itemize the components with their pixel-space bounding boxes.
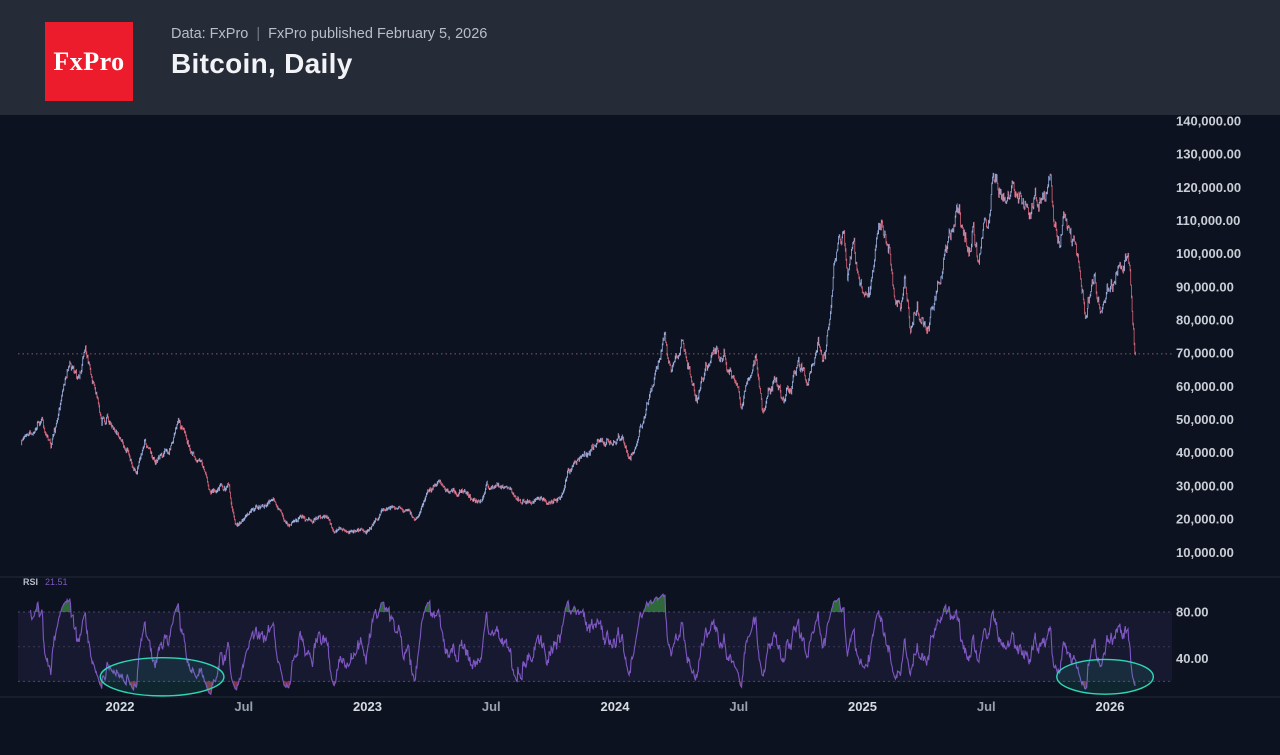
data-source-text: Data: FxPro xyxy=(171,26,249,42)
price-axis[interactable]: 140,000.00 130,000.00 120,000.00 110,000.00… xyxy=(1176,115,1241,560)
rsi-axis[interactable]: 80.00 40.00 xyxy=(1176,605,1209,666)
price-axis-label: 120,000.00 xyxy=(1176,180,1241,195)
time-axis-label: 2022 xyxy=(106,699,135,714)
price-axis-label: 30,000.00 xyxy=(1176,478,1234,493)
separator-bar: | xyxy=(256,26,261,42)
price-axis-label: 100,000.00 xyxy=(1176,246,1241,261)
time-axis-label: Jul xyxy=(234,699,253,714)
price-pane xyxy=(18,172,1172,535)
header: FxPro Data: FxPro | FxPro published Februa… xyxy=(0,0,1280,115)
time-axis-label: Jul xyxy=(729,699,748,714)
candles-down xyxy=(22,173,1136,535)
rsi-axis-label: 40.00 xyxy=(1176,651,1209,666)
oversold-ellipse-1 xyxy=(99,657,225,697)
price-axis-label: 40,000.00 xyxy=(1176,445,1234,460)
rsi-indicator-label: RSI xyxy=(23,577,38,587)
header-text-block: Data: FxPro | FxPro published February 5, … xyxy=(171,26,487,80)
price-axis-label: 140,000.00 xyxy=(1176,115,1241,129)
fxpro-logo-text: FxPro xyxy=(53,46,125,76)
candles-up xyxy=(21,172,1129,535)
rsi-pane xyxy=(18,593,1172,696)
rsi-indicator-value: 21.51 xyxy=(45,577,68,587)
price-axis-label: 50,000.00 xyxy=(1176,412,1234,427)
time-axis[interactable]: 2022 Jul 2023 Jul 2024 Jul 2025 Jul 2026 xyxy=(106,699,1125,714)
price-axis-label: 20,000.00 xyxy=(1176,512,1234,527)
price-axis-label: 10,000.00 xyxy=(1176,545,1234,560)
chart-source-line: Data: FxPro | FxPro published February 5, … xyxy=(171,26,487,42)
rsi-line xyxy=(29,593,1136,696)
time-axis-label: 2025 xyxy=(848,699,877,714)
price-axis-label: 130,000.00 xyxy=(1176,147,1241,162)
price-axis-label: 80,000.00 xyxy=(1176,313,1234,328)
rsi-axis-label: 80.00 xyxy=(1176,605,1209,620)
price-axis-label: 70,000.00 xyxy=(1176,346,1234,361)
price-axis-label: 110,000.00 xyxy=(1176,213,1240,228)
chart-title: Bitcoin, Daily xyxy=(171,48,353,79)
price-axis-label: 90,000.00 xyxy=(1176,279,1234,294)
price-axis-label: 60,000.00 xyxy=(1176,379,1234,394)
chart-area[interactable]: RSI 21.51 140,000.00 130,000.00 120,000.00 11… xyxy=(0,115,1280,755)
published-text: FxPro published February 5, 2026 xyxy=(268,26,488,42)
time-axis-label: Jul xyxy=(977,699,996,714)
time-axis-label: 2023 xyxy=(353,699,382,714)
chart-canvas[interactable]: RSI 21.51 140,000.00 130,000.00 120,000.00 11… xyxy=(0,115,1280,755)
time-axis-label: 2026 xyxy=(1096,699,1125,714)
oversold-ellipse-2 xyxy=(1056,658,1155,695)
time-axis-label: 2024 xyxy=(601,699,631,714)
fxpro-logo: FxPro xyxy=(45,22,133,101)
time-axis-label: Jul xyxy=(482,699,501,714)
